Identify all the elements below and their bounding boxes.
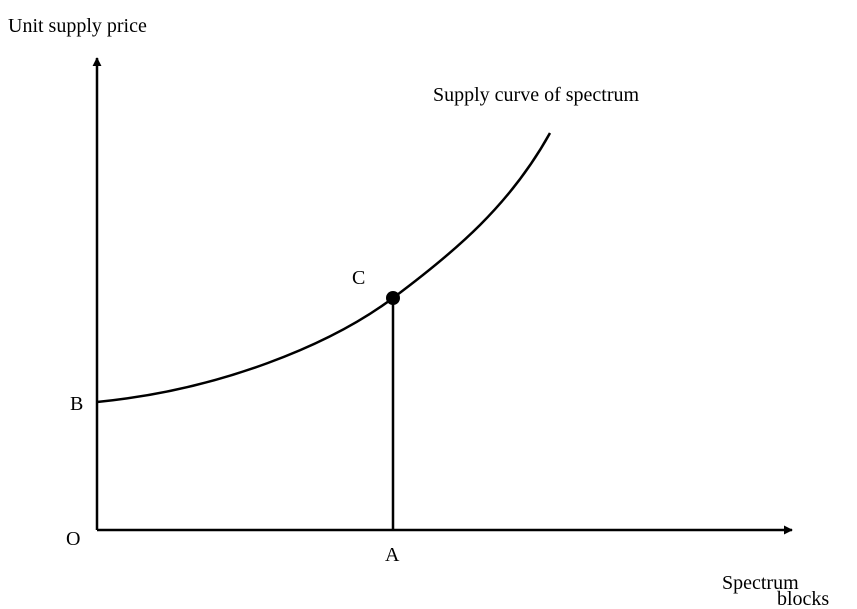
- supply-curve: [96, 132, 552, 404]
- x-axis-label: Spectrum: [722, 572, 799, 594]
- label-c: C: [352, 267, 365, 289]
- label-o: O: [66, 528, 80, 550]
- y-axis-label: Unit supply price: [8, 15, 147, 37]
- point-c: [386, 291, 400, 305]
- curve-label: Supply curve of spectrum: [433, 84, 640, 106]
- label-a: A: [385, 544, 400, 566]
- label-b: B: [70, 393, 83, 415]
- x-axis-label: blocks: [777, 588, 829, 609]
